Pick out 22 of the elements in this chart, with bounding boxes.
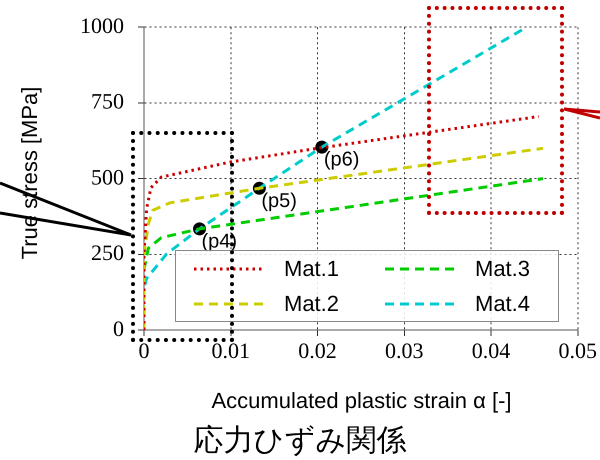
y-tick-label: 500: [91, 164, 124, 190]
annotation: (p6): [324, 148, 360, 171]
x-tick-label: 0.03: [385, 338, 424, 363]
annotation: (p5): [261, 190, 297, 212]
line-series: [144, 146, 545, 330]
y-tick-label: 1000: [80, 12, 124, 38]
y-tick-label: 0: [113, 316, 124, 341]
x-tick-label: 0: [138, 338, 150, 363]
y-tick-label: 750: [91, 88, 124, 114]
legend-label: Mat.2: [284, 290, 340, 316]
x-tick-label: 0.01: [212, 338, 250, 363]
x-axis-title: Accumulated plastic strain α [-]: [210, 388, 513, 414]
x-tick-label: 0.05: [558, 338, 597, 363]
x-tick-label: 0.02: [298, 338, 337, 363]
legend-label: Mat.1: [284, 256, 340, 282]
y-tick-label: 250: [91, 240, 124, 266]
text: 応力ひずみ関係: [192, 422, 408, 460]
legend-label: Mat.3: [475, 256, 530, 282]
legend-label: Mat.4: [475, 290, 530, 316]
x-tick-label: 0.04: [472, 338, 510, 363]
line-series: [144, 115, 540, 330]
annotation: (p4): [202, 230, 238, 252]
